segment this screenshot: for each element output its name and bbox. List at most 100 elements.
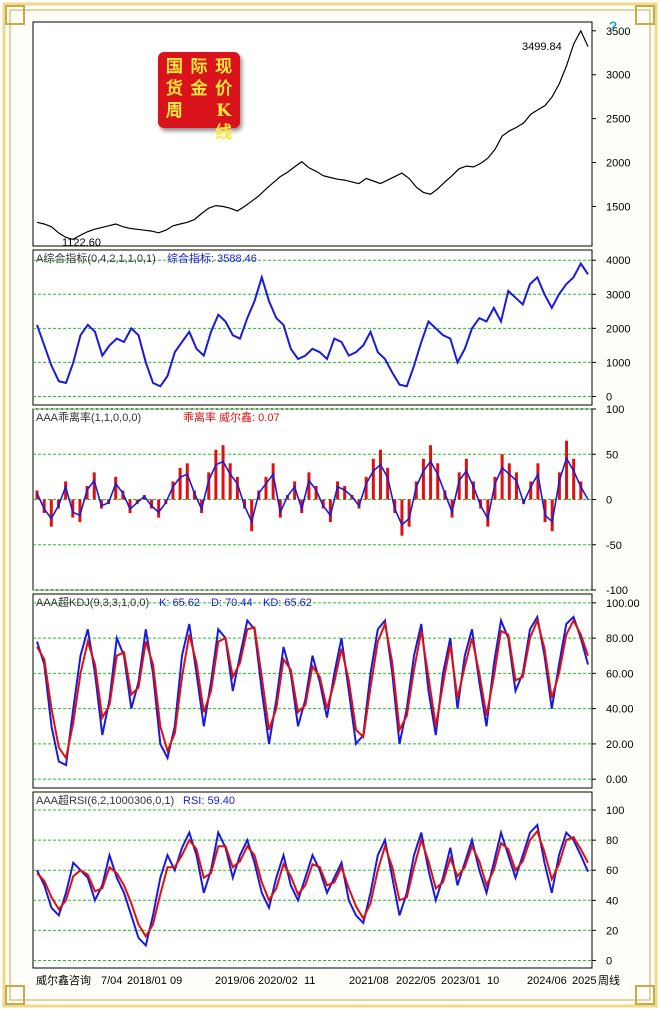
y-tick-label: 80 — [606, 835, 618, 847]
deviation-bar — [42, 499, 46, 514]
frame-corner-ornament — [5, 985, 25, 1005]
deviation-bar — [557, 472, 561, 500]
frame-corner-ornament — [635, 5, 655, 25]
y-tick-label: 1500 — [606, 201, 630, 213]
date-label: 11 — [304, 975, 315, 987]
y-tick-label: 0.00 — [606, 774, 627, 786]
deviation-bar — [472, 481, 476, 500]
deviation-bar — [507, 463, 511, 500]
y-tick-label: -50 — [606, 540, 622, 552]
deviation-bar — [264, 476, 268, 500]
price-high-label: 3499.84 — [522, 41, 562, 53]
deviation-bar — [565, 440, 569, 500]
y-tick-label: -100 — [606, 585, 628, 597]
y-tick-label: 20 — [606, 925, 618, 937]
deviation-bar — [128, 499, 132, 514]
panel-value-label: KD: 65.62 — [263, 597, 312, 609]
deviation-bar — [436, 463, 440, 500]
deviation-bar — [314, 485, 318, 500]
deviation-bar — [250, 499, 254, 532]
y-tick-label: 80.00 — [606, 633, 634, 645]
y-tick-label: 2500 — [606, 114, 630, 126]
series-line-price — [36, 29, 589, 241]
deviation-bar — [228, 463, 232, 500]
deviation-bar — [514, 472, 518, 500]
series-line-综合指标 — [36, 261, 589, 388]
deviation-bar — [457, 472, 461, 500]
panel-title: AAA乖离率(1,1,0,0,0) — [36, 410, 141, 424]
deviation-bar — [421, 458, 425, 500]
deviation-bar — [500, 454, 504, 500]
date-label: 10 — [487, 975, 499, 987]
deviation-bar — [493, 476, 497, 500]
series-line-K — [36, 614, 589, 767]
y-tick-label: 0 — [606, 391, 612, 403]
deviation-bar — [579, 481, 583, 500]
panel-title: A综合指标(0,4,2,1,1,0,1) — [36, 251, 156, 265]
price-low-label: 1122.60 — [62, 237, 101, 249]
deviation-bar — [429, 445, 433, 500]
panel-title: AAA超RSI(6,2,1000306,0,1) — [36, 793, 174, 807]
deviation-bar — [185, 463, 189, 500]
seal-char: 国 — [165, 57, 183, 77]
seal-char: 现 — [215, 57, 233, 77]
date-label: 2021/08 — [349, 975, 389, 987]
y-tick-label: 60.00 — [606, 668, 634, 680]
y-tick-label: 3000 — [606, 289, 630, 301]
bottom-left-label: 威尔鑫咨询 — [36, 973, 91, 987]
y-tick-label: 1000 — [606, 357, 630, 369]
panel-value-label: 综合指标: 3588.46 — [167, 251, 257, 265]
panel-title: AAA超KDJ(9,3,3,1,0,0) — [36, 595, 149, 609]
deviation-bar — [336, 481, 340, 500]
help-icon[interactable]: ? — [608, 18, 618, 34]
y-tick-label: 100 — [606, 805, 624, 817]
seal-char: 货 — [165, 79, 183, 99]
y-tick-label: 40.00 — [606, 704, 634, 716]
deviation-bar — [157, 499, 161, 518]
deviation-bar — [235, 476, 239, 500]
y-tick-label: 0 — [606, 955, 612, 967]
y-tick-label: 60 — [606, 865, 618, 877]
y-tick-label: 3500 — [606, 26, 630, 38]
seal-char: 金 — [190, 79, 208, 99]
panel-price — [32, 21, 593, 247]
deviation-bar — [178, 467, 182, 500]
deviation-bar — [572, 458, 576, 500]
y-tick-label: 20.00 — [606, 739, 634, 751]
gold-weekly-seal: 国 际 现 货 金 价 周 K线 — [158, 52, 240, 143]
date-label: 2020/02 — [258, 975, 298, 987]
frame-inner-border — [9, 9, 651, 1001]
deviation-bar — [378, 449, 382, 500]
series-line-Signal — [36, 829, 589, 939]
y-tick-label: 0 — [606, 495, 612, 507]
y-tick-label: 3000 — [606, 70, 630, 82]
panel-kdj — [32, 593, 593, 789]
deviation-bar — [307, 472, 311, 500]
deviation-bar — [371, 458, 375, 500]
deviation-bar — [214, 449, 218, 500]
deviation-bar — [149, 499, 153, 509]
y-tick-label: 100.00 — [606, 598, 640, 610]
date-label: 2024/06 — [527, 975, 567, 987]
deviation-bar — [78, 499, 82, 523]
date-label: 09 — [170, 975, 182, 987]
panel-value-label: K: 65.62 — [159, 597, 200, 609]
date-label: 2019/06 — [215, 975, 255, 987]
deviation-bar — [71, 499, 75, 518]
deviation-bar — [328, 499, 332, 523]
y-tick-label: 4000 — [606, 255, 630, 267]
bottom-right-label: 周线 — [598, 973, 620, 987]
panel-value-label: 乖离率 威尔鑫: 0.07 — [183, 410, 280, 424]
seal-char: 际 — [190, 57, 208, 77]
deviation-bar — [221, 445, 225, 500]
panel-composite — [32, 249, 593, 406]
series-line-D — [36, 617, 589, 761]
deviation-bar — [536, 463, 540, 500]
date-label: 2023/01 — [441, 975, 481, 987]
deviation-line — [36, 456, 589, 527]
deviation-bar — [364, 476, 368, 500]
frame-corner-ornament — [5, 5, 25, 25]
seal-char — [187, 100, 212, 144]
